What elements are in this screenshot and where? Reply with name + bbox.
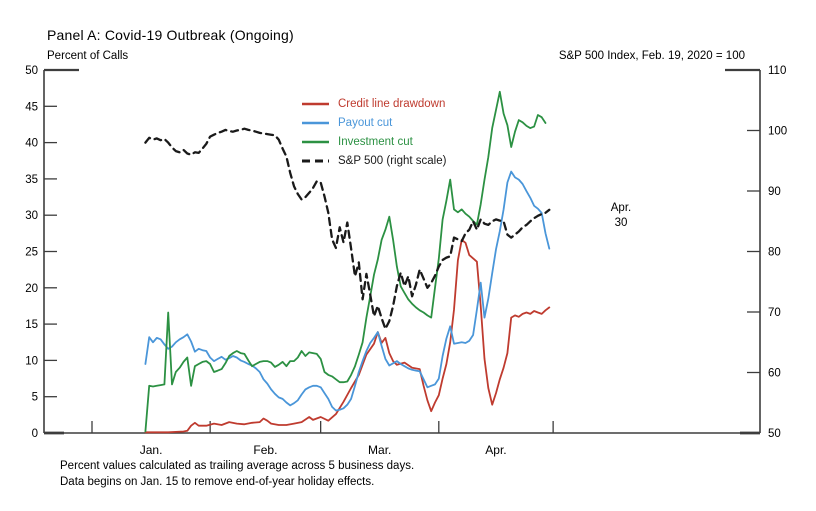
right-axis-tick-label: 80 xyxy=(768,247,781,259)
annotation-apr-30: Apr. 30 xyxy=(581,201,661,231)
right-axis-title: S&P 500 Index, Feb. 19, 2020 = 100 xyxy=(558,50,745,62)
left-axis-tick-label: 25 xyxy=(25,247,38,259)
series-line-payout-cut xyxy=(144,170,551,412)
left-axis-tick-label: 45 xyxy=(25,101,38,113)
left-axis-title: Percent of Calls xyxy=(47,50,129,62)
legend-item-1: Payout cut xyxy=(302,113,446,132)
left-axis-tick-label: 5 xyxy=(32,392,38,404)
right-axis-tick-label: 90 xyxy=(768,186,781,198)
legend: Credit line drawdown Payout cut Investment… xyxy=(302,94,446,170)
month-label: Mar. xyxy=(368,443,391,457)
chart-title: Panel A: Covid-19 Outbreak (Ongoing) xyxy=(47,27,294,43)
legend-label: Credit line drawdown xyxy=(338,97,446,110)
legend-swatch-icon xyxy=(302,140,329,143)
annotation-line2: 30 xyxy=(614,217,628,229)
legend-item-0: Credit line drawdown xyxy=(302,94,446,113)
legend-label: S&P 500 (right scale) xyxy=(338,154,447,167)
month-label: Apr. xyxy=(485,443,506,457)
footnote-1: Percent values calculated as trailing av… xyxy=(60,460,415,472)
left-axis-tick-label: 0 xyxy=(32,428,38,440)
month-label: Feb. xyxy=(253,443,277,457)
series-line-credit-line-drawdown xyxy=(144,238,551,434)
series-line-s-p-500-right-scale- xyxy=(144,127,551,331)
series-line-investment-cut xyxy=(144,90,547,433)
legend-label: Payout cut xyxy=(338,116,393,129)
left-axis-tick-label: 20 xyxy=(25,283,38,295)
legend-swatch-icon xyxy=(302,159,329,162)
legend-label: Investment cut xyxy=(338,135,413,148)
legend-item-3: S&P 500 (right scale) xyxy=(302,151,446,170)
left-axis-tick-label: 35 xyxy=(25,174,38,186)
legend-swatch-icon xyxy=(302,102,329,105)
month-label: Jan. xyxy=(140,443,163,457)
footnote-2: Data begins on Jan. 15 to remove end-of-… xyxy=(60,476,375,488)
left-axis-tick-label: 15 xyxy=(25,319,38,331)
left-axis-tick-label: 50 xyxy=(25,65,38,77)
right-axis-tick-label: 60 xyxy=(768,368,781,380)
annotation-line1: Apr. xyxy=(610,202,632,214)
left-axis-tick-label: 10 xyxy=(25,355,38,367)
right-axis-tick-label: 110 xyxy=(768,65,786,77)
left-axis-tick-label: 40 xyxy=(25,138,38,150)
legend-item-2: Investment cut xyxy=(302,132,446,151)
right-axis-tick-label: 50 xyxy=(768,428,781,440)
right-axis-tick-label: 100 xyxy=(768,126,787,138)
right-axis-tick-label: 70 xyxy=(768,307,781,319)
legend-swatch-icon xyxy=(302,121,329,124)
left-axis-tick-label: 30 xyxy=(25,210,38,222)
